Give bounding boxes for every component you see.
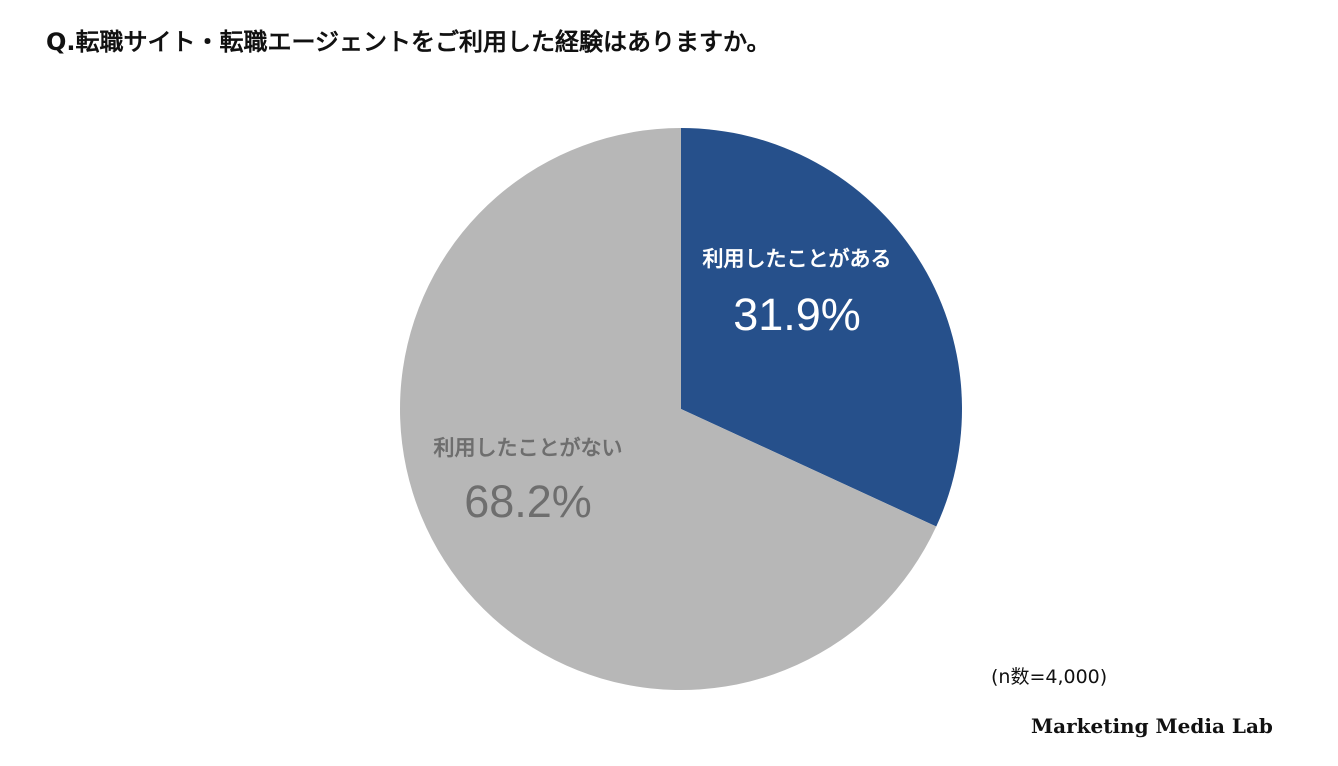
slice-value-2: 68.2% [464, 476, 592, 527]
chart-title: Q.転職サイト・転職エージェントをご利用した経験はありますか。 [46, 28, 771, 56]
pie-labels: 利用したことがある 31.9% 利用したことがない 68.2% [434, 247, 892, 527]
pie-slices [400, 128, 962, 690]
pie-slice-2 [400, 128, 937, 690]
sample-size-note: (n数=4,000) [991, 666, 1108, 688]
slice-label-1: 利用したことがある [703, 247, 892, 271]
slice-label-2: 利用したことがない [434, 436, 623, 460]
pie-slice-1 [681, 128, 962, 527]
slice-value-1: 31.9% [733, 289, 861, 340]
brand-logo-text: Marketing Media Lab [1031, 714, 1273, 738]
